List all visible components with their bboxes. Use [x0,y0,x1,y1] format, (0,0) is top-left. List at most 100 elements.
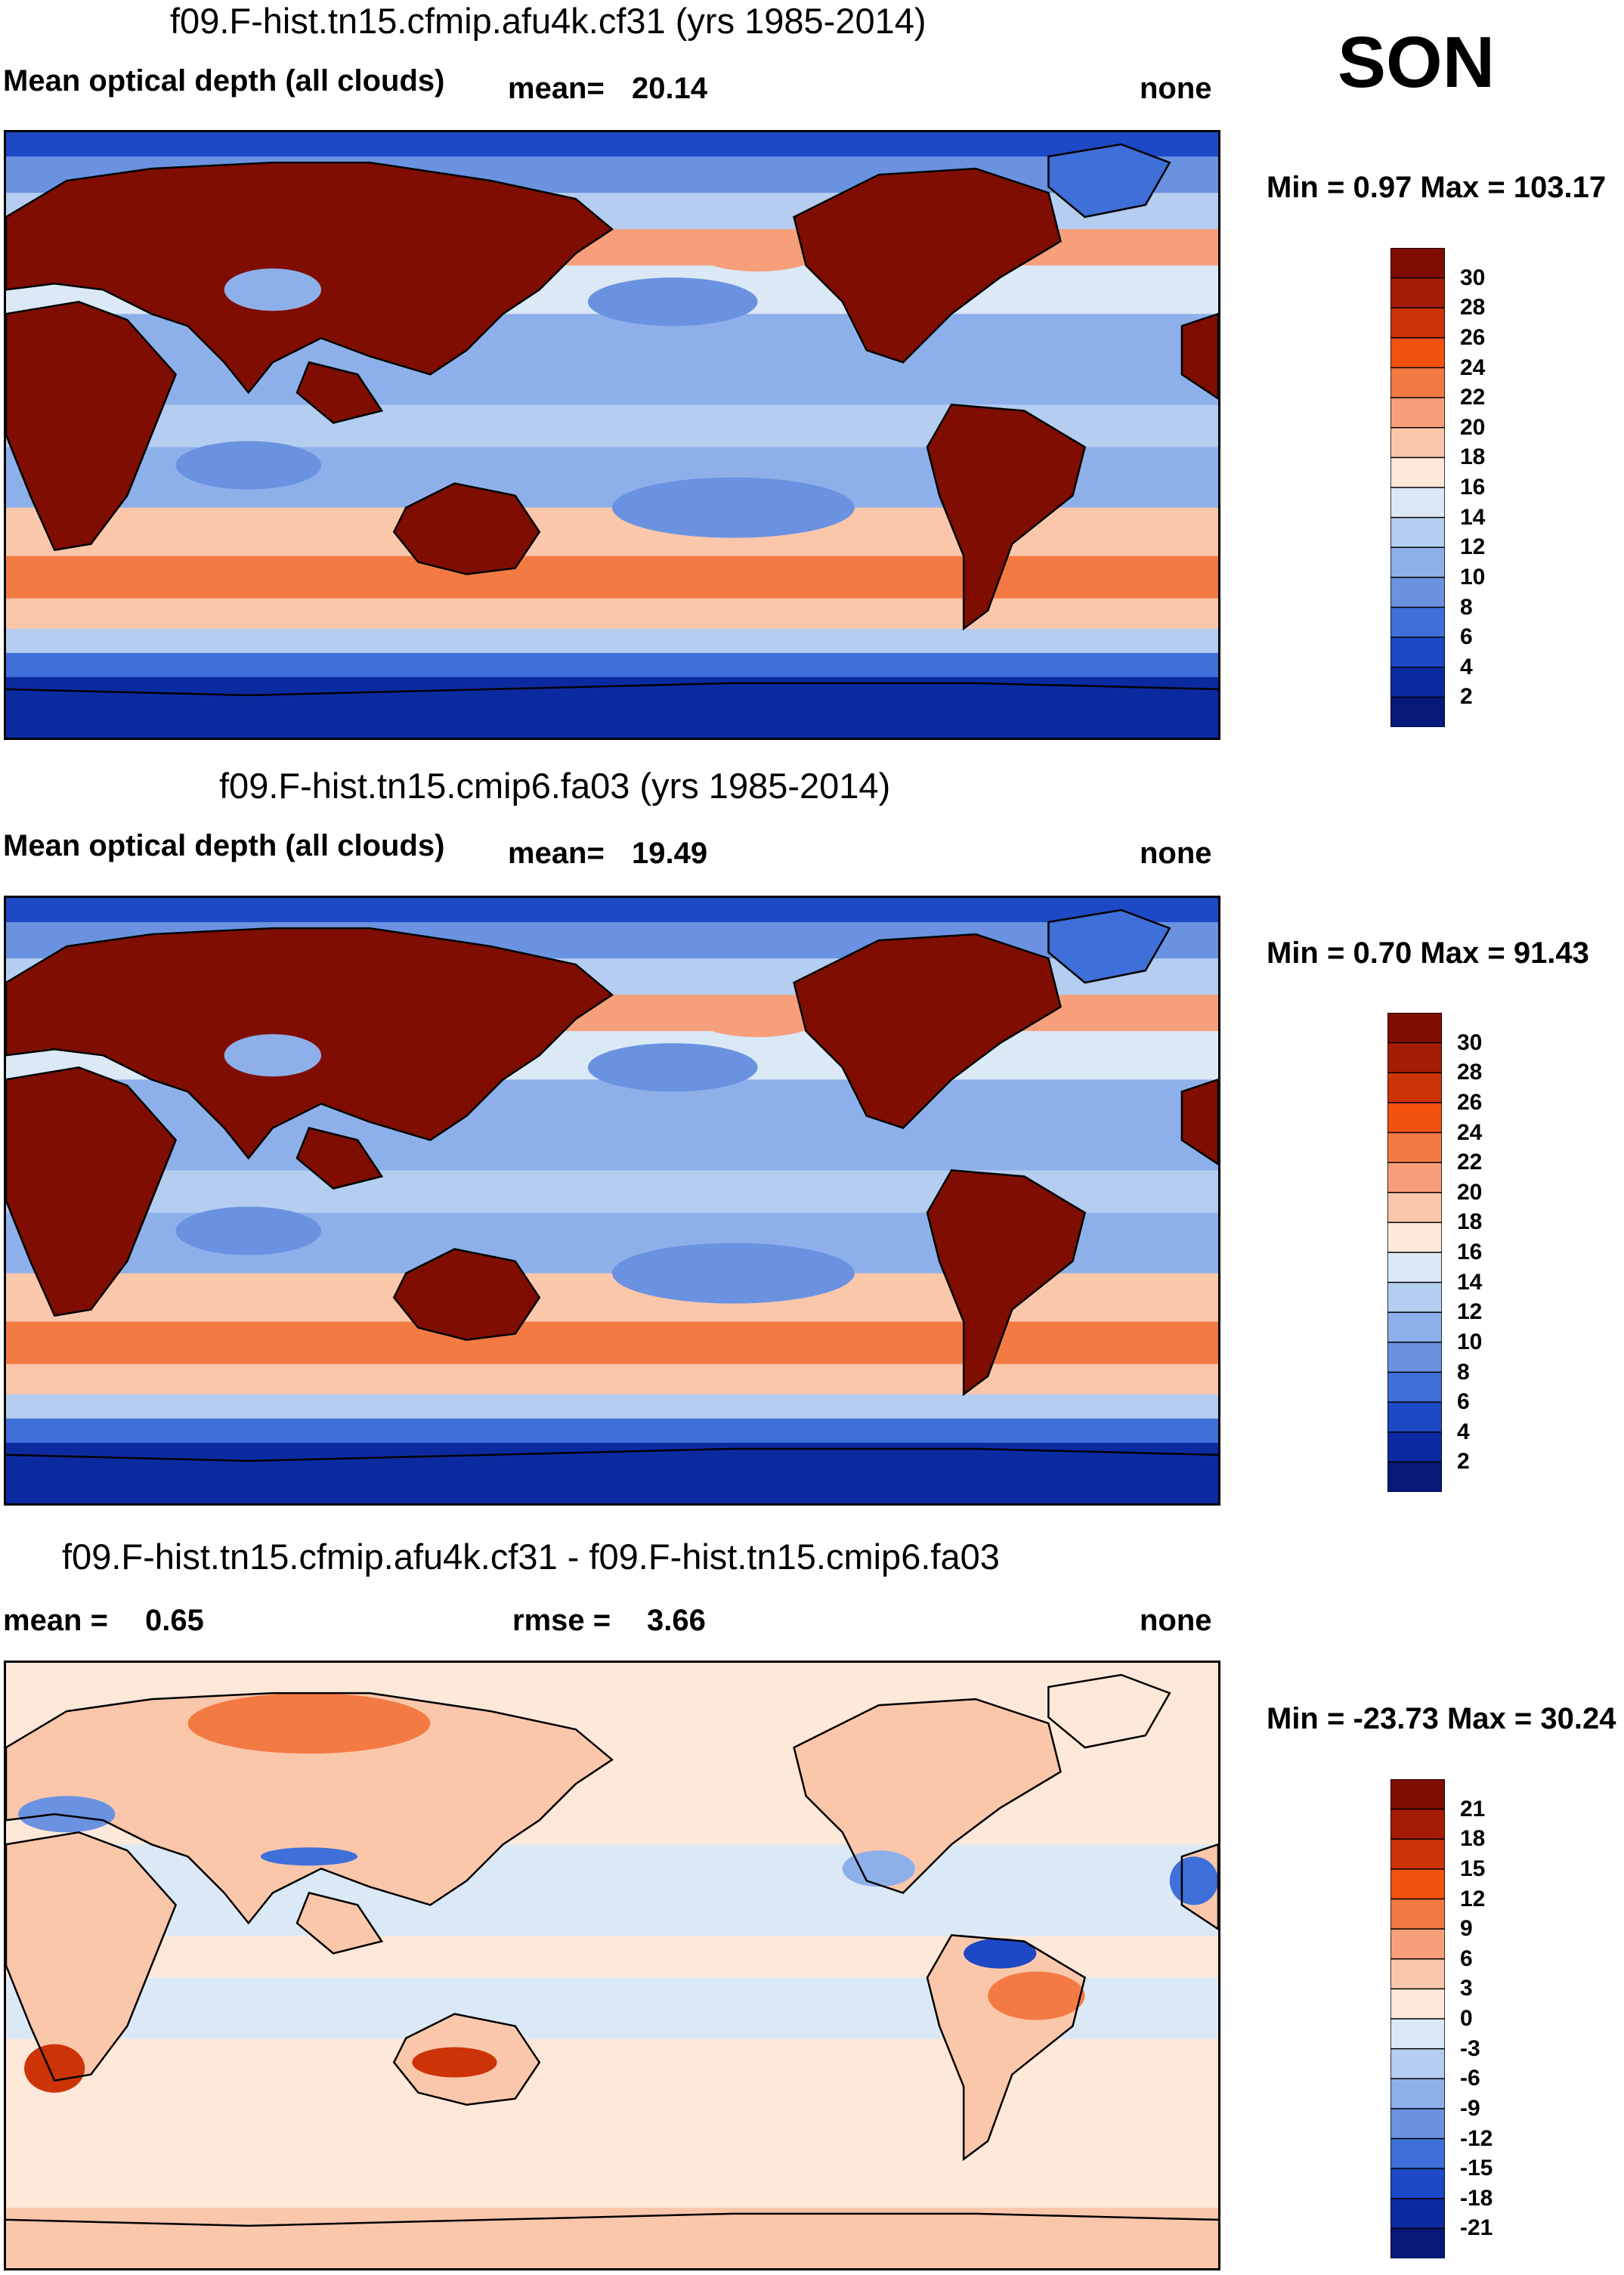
field-band [6,1394,1218,1419]
field-feature [224,1034,322,1077]
colorbar-tick-label: 16 [1457,1240,1483,1264]
colorbar-swatch [1390,1958,1445,1990]
colorbar-tick-label: 2 [1460,684,1473,710]
colorbar-swatch [1390,546,1445,579]
panel1-mean-value: 20.14 [632,72,708,105]
colorbar-swatch [1390,2108,1445,2140]
colorbar-tick-label: 24 [1457,1119,1483,1145]
coastline-greenland [1047,1673,1171,1749]
panel1-minmax: Min = 0.97 Max = 103.17 [1267,171,1607,204]
colorbar-tick-label: 21 [1460,1796,1486,1822]
colorbar-swatch [1390,636,1445,668]
field-feature [18,1796,116,1833]
coastline-antarctica [6,2212,1218,2227]
panel3-units: none [1140,1604,1212,1637]
panel3-colorbar: 21 18 15 12 9 6 3 0 -3 -6 -9 -12 -15 -18 -21 [1390,1779,1493,2258]
field-band [6,314,1218,406]
panel3-mean-label: mean = [3,1604,108,1637]
colorbar-swatch [1390,2018,1445,2050]
land-field-samerica [927,404,1085,629]
land-field-africa_east [1181,1079,1218,1165]
coastline-samerica [926,404,1087,631]
colorbar-tick-label: 18 [1457,1209,1483,1235]
colorbar-swatch [1390,606,1445,639]
colorbar-tick-label: 6 [1460,1945,1473,1971]
colorbar-swatch [1390,277,1445,309]
colorbar-tick-label: 26 [1457,1089,1483,1115]
colorbar-tick-label: 8 [1457,1359,1470,1385]
panel2-variable-label: Mean optical depth (all clouds) [3,829,445,862]
colorbar-swatch [1387,1281,1442,1314]
colorbar-swatch [1387,1461,1442,1492]
coastline-eurasia [6,161,614,395]
colorbar-swatch [1390,397,1445,429]
colorbar-tick-label: 14 [1460,504,1486,530]
coastline-antarctica [6,682,1218,697]
land-field-namerica [793,1699,1061,1893]
colorbar-tick-label: 12 [1460,1886,1486,1911]
colorbar-tick-label: -15 [1460,2156,1493,2181]
coastline-indochina [295,361,384,424]
panel1-colorbar: 30 28 26 24 22 20 18 16 14 12 10 8 6 4 2 [1390,248,1485,727]
coastline-namerica [793,933,1062,1129]
land-field-africa_east [1181,314,1218,399]
colorbar-tick-label: 8 [1460,594,1473,620]
colorbar-tick-label: 0 [1460,2006,1473,2031]
land-field-samerica [927,1170,1085,1394]
colorbar-swatch [1390,367,1445,399]
colorbar-swatch [1390,2168,1445,2199]
coastline-australia [392,2013,541,2106]
field-band [6,1418,1218,1444]
colorbar-swatch [1390,427,1445,459]
colorbar-tick-label: 18 [1460,444,1486,470]
colorbar-swatch [1390,1868,1445,1900]
field-feature [175,441,322,490]
colorbar-swatch [1387,1162,1442,1193]
coastline-africa [6,1831,178,2082]
field-band [6,1844,1218,1936]
colorbar-swatch [1387,1311,1442,1344]
panel2-map [4,896,1220,1506]
field-feature [612,477,855,538]
land-field-australia [394,1249,540,1340]
field-band [6,898,1218,924]
colorbar-tick-label: 20 [1460,414,1486,440]
field-feature [612,1243,855,1304]
field-band [6,1363,1218,1395]
field-feature [964,1938,1037,1969]
land-field-greenland [1048,144,1170,218]
colorbar-tick-label: -9 [1460,2095,1480,2121]
panel3-mean-value: 0.65 [145,1604,204,1637]
land-field-antarctica [6,1448,1218,1503]
land-field-australia [394,483,540,574]
field-feature [587,277,758,327]
colorbar-swatch [1387,1371,1442,1404]
panel2-title: f09.F-hist.tn15.cmip6.fa03 (yrs 1985-201… [219,766,891,806]
field-feature [697,235,818,272]
colorbar-tick-label: 22 [1460,385,1486,410]
colorbar-swatch [1390,1779,1445,1810]
colorbar-swatch [1387,1042,1442,1074]
land-field-namerica [793,934,1061,1128]
colorbar-swatch [1390,1928,1445,1960]
colorbar-swatch [1387,1401,1442,1433]
field-band [6,652,1218,678]
coastline-australia [392,1248,541,1341]
coastline-africa_east [1180,1843,1218,1930]
coastline-indochina [295,1126,384,1190]
colorbar-tick-label: 18 [1460,1826,1486,1852]
panel1-map [4,130,1220,740]
coastline-namerica [793,1698,1062,1894]
colorbar-tick-label: -21 [1460,2215,1493,2241]
colorbar-tick-label: 22 [1457,1150,1483,1175]
colorbar-tick-label: -3 [1460,2035,1480,2061]
field-band [6,2159,1218,2208]
colorbar-swatch [1390,1988,1445,2020]
field-band [6,628,1218,654]
colorbar-swatch [1387,1221,1442,1254]
colorbar-swatch [1387,1342,1442,1373]
field-band [6,2207,1218,2268]
panel1-mean-label: mean= [508,72,605,105]
colorbar-tick-label: 16 [1460,475,1486,500]
colorbar-swatch [1390,248,1445,279]
